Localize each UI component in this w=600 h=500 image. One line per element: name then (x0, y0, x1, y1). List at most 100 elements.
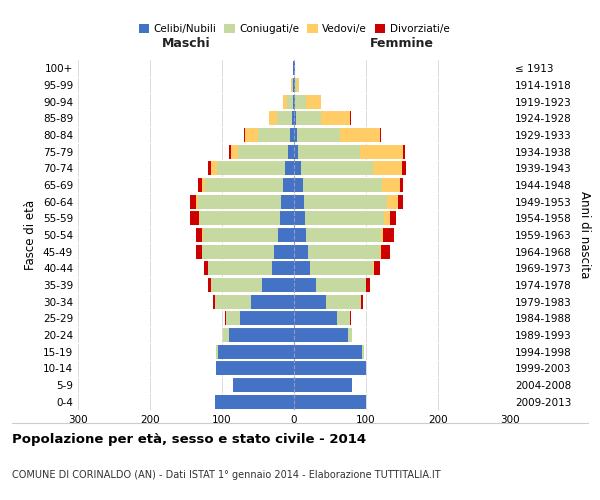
Bar (294, 194, 304, 209)
Bar (262, 278, 294, 292)
Bar (216, 344, 218, 359)
Bar (294, 94, 295, 109)
Bar (229, 328, 294, 342)
Bar (238, 144, 288, 159)
Bar (305, 211, 384, 226)
Bar (297, 78, 299, 92)
Bar (291, 78, 292, 92)
Bar (244, 128, 245, 142)
Bar (293, 94, 294, 109)
Bar (286, 162, 294, 175)
Text: COMUNE DI CORINALDO (AN) - Dati ISTAT 1° gennaio 2014 - Elaborazione TUTTITALIA.: COMUNE DI CORINALDO (AN) - Dati ISTAT 1°… (12, 470, 440, 480)
Bar (278, 228, 294, 242)
Bar (373, 261, 374, 276)
Bar (215, 361, 216, 376)
Text: Popolazione per età, sesso e stato civile - 2014: Popolazione per età, sesso e stato civil… (12, 432, 366, 446)
Bar (361, 294, 363, 308)
Bar (390, 211, 395, 226)
Bar (212, 294, 215, 308)
Bar (190, 211, 199, 226)
Bar (240, 311, 294, 326)
Bar (199, 211, 200, 226)
Bar (302, 178, 382, 192)
Bar (208, 278, 211, 292)
Bar (322, 112, 350, 126)
Bar (294, 128, 297, 142)
Bar (294, 244, 308, 259)
Bar (245, 128, 258, 142)
Legend: Celibi/Nubili, Coniugati/e, Vedovi/e, Divorziati/e: Celibi/Nubili, Coniugati/e, Vedovi/e, Di… (134, 20, 454, 38)
Bar (294, 62, 295, 76)
Bar (362, 344, 364, 359)
Bar (382, 178, 400, 192)
Bar (304, 194, 387, 209)
Bar (203, 228, 278, 242)
Bar (380, 128, 381, 142)
Bar (403, 144, 405, 159)
Bar (294, 78, 295, 92)
Bar (316, 278, 366, 292)
Bar (294, 394, 366, 409)
Bar (208, 261, 272, 276)
Bar (198, 178, 202, 192)
Bar (294, 162, 301, 175)
Bar (281, 194, 294, 209)
Bar (196, 228, 202, 242)
Bar (294, 378, 352, 392)
Bar (280, 211, 294, 226)
Bar (277, 112, 292, 126)
Bar (402, 162, 406, 175)
Bar (295, 94, 306, 109)
Bar (381, 244, 390, 259)
Bar (288, 144, 294, 159)
Bar (294, 278, 316, 292)
Bar (308, 244, 380, 259)
Bar (310, 261, 373, 276)
Bar (202, 178, 205, 192)
Y-axis label: Fasce di età: Fasce di età (25, 200, 37, 270)
Bar (350, 311, 351, 326)
Bar (301, 162, 373, 175)
Bar (223, 328, 229, 342)
Bar (293, 78, 294, 92)
Bar (294, 294, 326, 308)
Bar (326, 294, 361, 308)
Bar (202, 244, 274, 259)
Bar (215, 294, 251, 308)
Bar (294, 328, 348, 342)
Bar (200, 211, 280, 226)
Bar (348, 328, 352, 342)
Bar (374, 261, 380, 276)
Bar (218, 344, 294, 359)
Bar (272, 261, 294, 276)
Bar (233, 378, 294, 392)
Bar (292, 78, 293, 92)
Bar (350, 112, 351, 126)
Bar (208, 162, 211, 175)
Bar (306, 94, 320, 109)
Bar (381, 228, 383, 242)
Bar (217, 162, 286, 175)
Bar (211, 278, 262, 292)
Bar (274, 244, 294, 259)
Bar (294, 311, 337, 326)
Bar (269, 112, 277, 126)
Bar (294, 144, 298, 159)
Bar (380, 244, 381, 259)
Bar (305, 228, 381, 242)
Bar (383, 228, 394, 242)
Bar (359, 144, 403, 159)
Bar (202, 228, 203, 242)
Bar (337, 311, 350, 326)
Bar (293, 62, 294, 76)
Bar (294, 228, 305, 242)
Text: Femmine: Femmine (370, 36, 434, 50)
Bar (387, 194, 398, 209)
Bar (251, 294, 294, 308)
Bar (294, 112, 296, 126)
Bar (196, 194, 198, 209)
Bar (400, 178, 403, 192)
Bar (294, 361, 366, 376)
Bar (190, 194, 196, 209)
Bar (294, 178, 302, 192)
